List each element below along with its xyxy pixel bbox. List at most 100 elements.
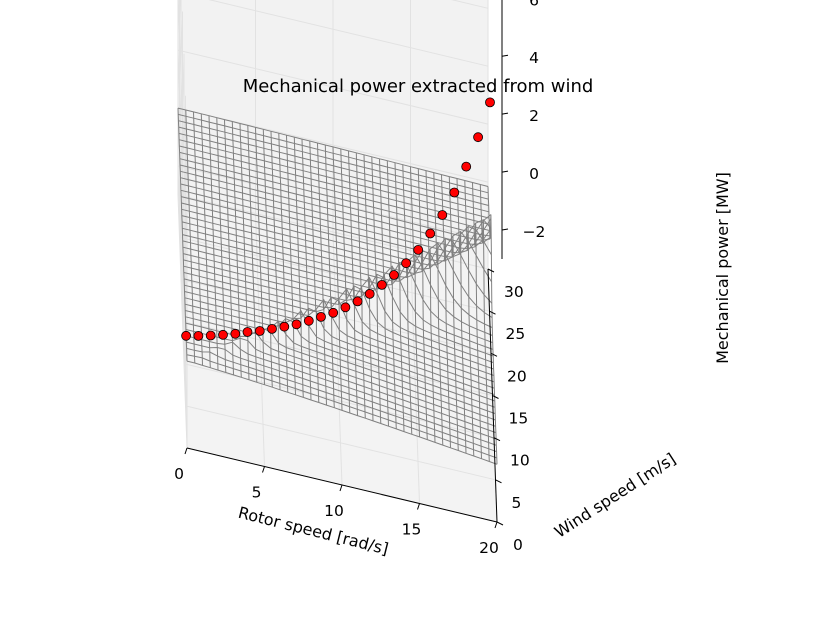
data-point [437, 210, 448, 220]
x-tick-label: 5 [252, 484, 262, 502]
series-markers [181, 97, 495, 341]
data-point [254, 326, 265, 336]
z-gridline [177, 0, 489, 246]
z-gridline [179, 0, 489, 188]
surface-line-const-x [309, 140, 320, 403]
y-tick-label: 0 [513, 536, 523, 554]
surface-line-const-x [317, 142, 327, 406]
y-tick [489, 310, 496, 315]
surface-line-const-x [208, 115, 219, 371]
surface-wireframe [177, 107, 498, 465]
z-tick [501, 170, 509, 173]
y-axis-label: Wind speed [m/s] [551, 449, 679, 541]
surface-line-const-x [185, 109, 196, 364]
surface-line-const-x [363, 154, 374, 421]
z-tick-label: 6 [529, 0, 539, 9]
x-tick-label: 10 [324, 502, 344, 520]
x-tick [184, 447, 188, 455]
surface-line-const-x [410, 166, 420, 437]
z-tick-label: 0 [529, 165, 539, 183]
x-tick [262, 466, 265, 473]
data-point [193, 330, 204, 341]
data-point [352, 296, 363, 307]
surface-line-const-x [247, 125, 258, 383]
y-tick [496, 521, 504, 526]
y-tick-label: 20 [507, 367, 527, 385]
x-axis-label: Rotor speed [rad/s] [236, 503, 390, 559]
data-point [340, 302, 351, 313]
x-tick-label: 15 [402, 521, 422, 539]
surface-line-const-x [456, 178, 467, 454]
z-tick [501, 228, 509, 231]
surface-line-const-x [487, 186, 498, 465]
surface-line-const-x [425, 170, 436, 443]
data-point [389, 270, 399, 280]
data-point [401, 258, 412, 269]
surface-line-const-x [448, 176, 459, 451]
data-point [364, 288, 375, 299]
data-point [303, 315, 314, 326]
surface-line-const-x [433, 172, 444, 446]
data-point [181, 330, 192, 341]
surface-line-const-x [472, 182, 482, 459]
data-point [473, 132, 484, 143]
surface-line-const-x [324, 144, 335, 408]
y-tick-label: 5 [512, 494, 522, 512]
surface-line-const-x [340, 148, 351, 414]
surface-line-const-x [371, 156, 382, 424]
x-tick-label: 20 [479, 539, 499, 557]
data-point [230, 328, 241, 339]
data-point [242, 327, 253, 337]
surface-line-const-x [355, 152, 366, 419]
x-tick [417, 503, 420, 510]
surface-line-const-x [177, 108, 188, 362]
data-point [376, 279, 387, 290]
y-tick [490, 352, 498, 357]
z-tick-label: 4 [529, 49, 539, 67]
surface-line-const-x [394, 162, 405, 432]
surface-line-const-x [479, 184, 490, 462]
x-tick [494, 521, 498, 529]
surface-line-const-x [301, 139, 312, 401]
z-tick [501, 112, 509, 115]
z-tick [501, 54, 509, 57]
y-tick-label: 30 [504, 283, 524, 301]
data-point [449, 187, 460, 198]
z-axis-label: Mechanical power [MW] [713, 172, 732, 364]
surface-line-const-x [270, 131, 281, 390]
data-point [279, 321, 290, 332]
data-point [291, 319, 302, 330]
axis-ticks: 0 5 10 15 20 0 5 10 15 20 25 30 −2 0 2 4 6 [174, 0, 545, 557]
surface-line-const-x [464, 180, 475, 457]
data-point [205, 330, 216, 341]
y-tick-label: 10 [510, 452, 530, 470]
y-tick-label: 15 [509, 410, 529, 428]
y-tick [495, 479, 502, 484]
surface-line-const-x [278, 133, 289, 393]
chart-title: Mechanical power extracted from wind [243, 76, 594, 97]
x-tick [339, 484, 343, 492]
x-tick-label: 0 [174, 465, 184, 483]
z-gridline [177, 49, 489, 304]
surface-line-const-x [216, 117, 227, 373]
surface-line-const-x [293, 137, 304, 398]
y-gridline [177, 0, 489, 270]
data-point [485, 97, 495, 108]
y-tick [487, 268, 495, 273]
y-tick-label: 25 [506, 325, 526, 343]
surface-line-const-x [332, 146, 343, 411]
data-point [267, 323, 277, 334]
surface-line-const-x [200, 113, 211, 368]
data-point [328, 307, 339, 318]
data-point [425, 228, 436, 239]
surface-line-const-x [348, 150, 358, 416]
data-point [316, 311, 326, 322]
z-tick-label: −2 [523, 223, 546, 241]
z-tick-label: 2 [529, 107, 539, 125]
surface-line-const-x [286, 135, 296, 395]
surface-line-const-x [262, 129, 273, 388]
surface-line-const-x [386, 160, 397, 429]
data-point [218, 329, 228, 340]
